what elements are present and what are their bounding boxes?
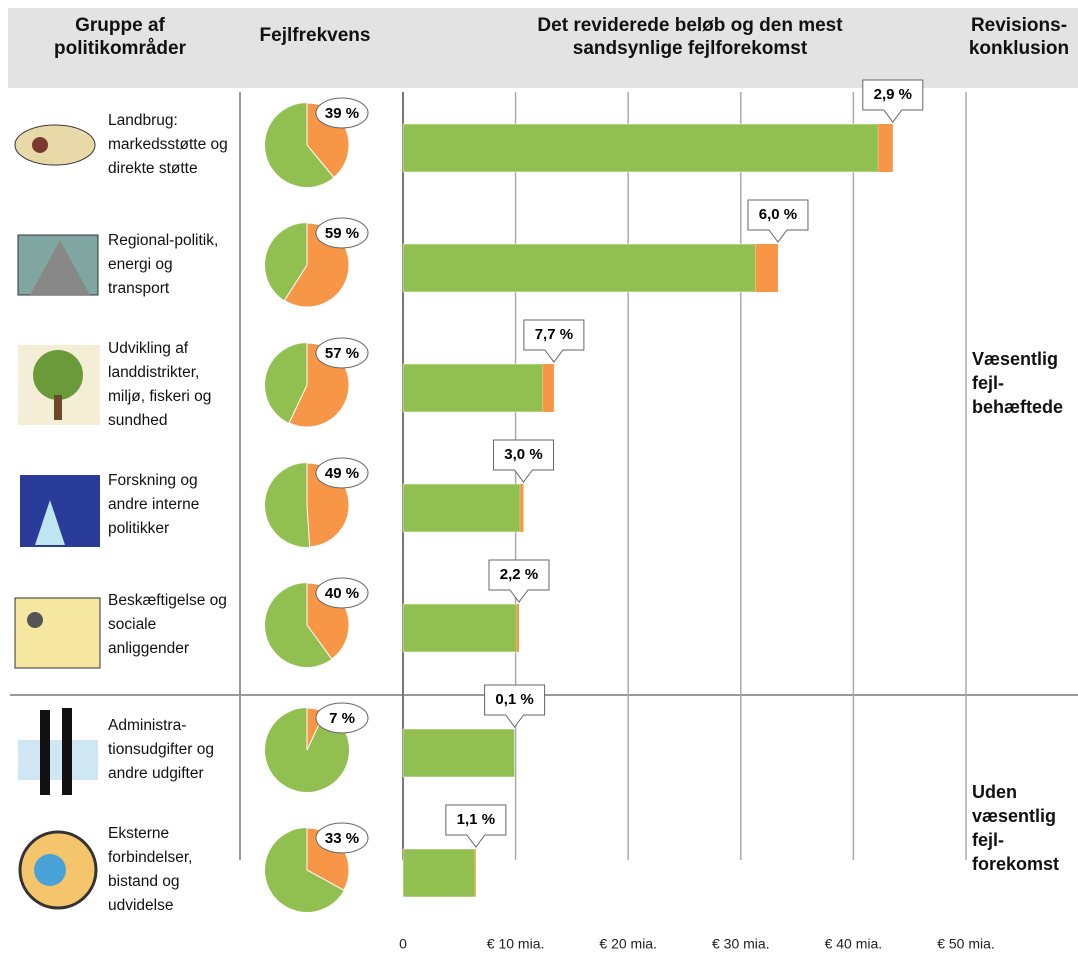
bar bbox=[520, 484, 523, 532]
bar bbox=[475, 849, 476, 897]
pie-label: 57 % bbox=[325, 345, 359, 362]
bar bbox=[403, 124, 878, 172]
pie-label: 59 % bbox=[325, 225, 359, 242]
bar bbox=[755, 244, 778, 292]
x-tick-label: € 20 mia. bbox=[599, 936, 657, 952]
bar bbox=[403, 849, 475, 897]
error-rate-label: 0,1 % bbox=[495, 691, 533, 708]
category-label: Administra-tionsudgifter og andre udgift… bbox=[108, 714, 236, 786]
header: Revisions-konklusion bbox=[960, 14, 1078, 60]
bar bbox=[403, 364, 543, 412]
bar bbox=[878, 124, 893, 172]
conclusion: Uden væsentlig fejl-forekomst bbox=[972, 780, 1072, 876]
error-rate-label: 2,9 % bbox=[874, 86, 912, 103]
error-rate-label: 6,0 % bbox=[759, 206, 797, 223]
header: Det reviderede beløb og den mest sandsyn… bbox=[500, 14, 880, 60]
category-label: Forskning og andre interne politikker bbox=[108, 469, 236, 541]
bar bbox=[403, 729, 514, 777]
pie-label: 39 % bbox=[325, 105, 359, 122]
infographic: 0 € 10 mia. € 20 mia. € 30 mia. € 40 mia. € 5… bbox=[0, 0, 1078, 961]
pie-label: 49 % bbox=[325, 465, 359, 482]
x-tick-label: 0 bbox=[399, 936, 407, 952]
category-label: Beskæftigelse og sociale anliggender bbox=[108, 589, 236, 661]
error-rate-label: 2,2 % bbox=[500, 566, 538, 583]
error-rate-label: 7,7 % bbox=[535, 326, 573, 343]
bar bbox=[543, 364, 554, 412]
category-label: Eksterne forbindelser, bistand og udvide… bbox=[108, 822, 236, 918]
error-rate-label: 1,1 % bbox=[457, 811, 495, 828]
pie-label: 33 % bbox=[325, 830, 359, 847]
header: Fejlfrekvens bbox=[245, 24, 385, 47]
conclusion: Væsentlig fejl-behæftede bbox=[972, 347, 1072, 419]
error-rate-label: 3,0 % bbox=[504, 446, 542, 463]
category-label: Udvikling af landdistrikter, miljø, fisk… bbox=[108, 337, 236, 433]
x-tick-label: € 30 mia. bbox=[712, 936, 770, 952]
pie-label: 7 % bbox=[329, 710, 355, 727]
x-tick-label: € 10 mia. bbox=[487, 936, 545, 952]
category-label: Landbrug: markedsstøtte og direkte støtt… bbox=[108, 109, 236, 181]
header: Gruppe af politikområder bbox=[10, 14, 230, 60]
pie-label: 40 % bbox=[325, 585, 359, 602]
bar bbox=[403, 244, 755, 292]
bar bbox=[403, 484, 520, 532]
bar bbox=[403, 604, 517, 652]
icons bbox=[15, 125, 100, 908]
category-label: Regional-politik, energi og transport bbox=[108, 229, 236, 301]
x-tick-label: € 40 mia. bbox=[825, 936, 883, 952]
x-tick-label: € 50 mia. bbox=[937, 936, 995, 952]
bar bbox=[517, 604, 519, 652]
